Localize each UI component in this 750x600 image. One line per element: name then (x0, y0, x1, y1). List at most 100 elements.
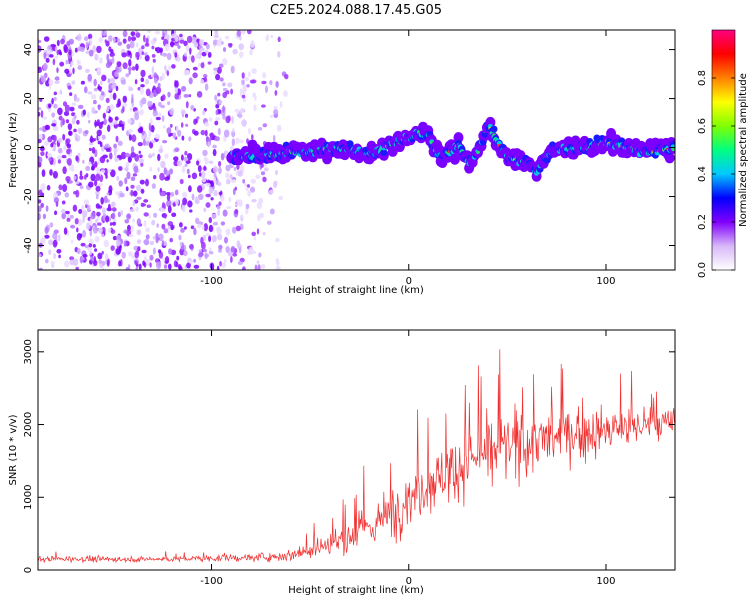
noise-speckle (62, 184, 68, 192)
noise-speckle (275, 265, 281, 270)
noise-speckle (169, 123, 173, 128)
noise-speckle (174, 93, 179, 100)
noise-speckle (60, 38, 65, 45)
noise-speckle (163, 264, 168, 269)
noise-speckle (196, 160, 200, 166)
noise-speckle (262, 123, 268, 128)
noise-speckle (164, 213, 167, 219)
noise-speckle (224, 236, 228, 244)
noise-speckle (126, 213, 132, 220)
noise-speckle (277, 36, 281, 43)
noise-speckle (77, 65, 83, 71)
noise-speckle (251, 199, 257, 203)
noise-speckle (96, 129, 102, 137)
noise-speckle (212, 221, 219, 226)
noise-speckle (222, 87, 228, 92)
noise-speckle (224, 35, 230, 40)
noise-speckle (83, 36, 89, 42)
noise-speckle (178, 266, 183, 270)
noise-speckle (152, 247, 156, 255)
noise-speckle (181, 85, 187, 92)
noise-speckle (218, 248, 222, 253)
noise-speckle (65, 119, 70, 124)
noise-speckle (125, 186, 129, 192)
noise-speckle (41, 236, 46, 245)
noise-speckle (222, 105, 225, 113)
signal-blob (671, 147, 675, 152)
noise-speckle (105, 97, 110, 104)
noise-speckle (184, 150, 188, 156)
noise-speckle (52, 239, 58, 248)
noise-speckle (130, 224, 134, 233)
noise-speckle (73, 191, 78, 195)
top-y-axis-label: Frequency (Hz) (8, 112, 19, 188)
noise-speckle (76, 248, 81, 255)
noise-speckle (130, 189, 134, 197)
noise-speckle (164, 43, 170, 52)
noise-speckle (64, 104, 70, 113)
signal-blob (664, 152, 675, 164)
noise-speckle (77, 152, 81, 157)
noise-speckle (225, 164, 231, 172)
noise-speckle (99, 156, 106, 164)
noise-speckle (117, 98, 121, 106)
noise-speckle (50, 260, 55, 266)
noise-speckle (135, 30, 139, 34)
signal-blob (543, 156, 551, 164)
noise-speckle (51, 123, 57, 127)
noise-speckle (71, 102, 77, 106)
noise-speckle (174, 147, 180, 152)
noise-speckle (43, 140, 50, 147)
noise-speckle (107, 78, 111, 84)
noise-speckle (261, 104, 266, 108)
noise-speckle (54, 76, 60, 81)
noise-speckle (201, 51, 207, 57)
noise-speckle (153, 77, 158, 84)
noise-speckle (38, 111, 41, 117)
noise-speckle (100, 80, 103, 85)
noise-speckle (63, 227, 68, 235)
noise-speckle (245, 207, 249, 215)
noise-speckle (154, 30, 161, 35)
noise-speckle (202, 109, 206, 116)
noise-speckle (130, 146, 135, 154)
noise-speckle (116, 234, 122, 241)
noise-speckle (242, 84, 248, 92)
noise-speckle (38, 212, 41, 221)
noise-speckle (145, 78, 150, 85)
noise-speckle (183, 226, 187, 230)
noise-speckle (168, 65, 172, 71)
noise-speckle (159, 47, 164, 53)
noise-speckle (151, 152, 155, 157)
noise-speckle (89, 250, 92, 256)
noise-speckle (82, 254, 88, 258)
noise-speckle (134, 112, 140, 121)
x-tick-label: 100 (596, 276, 615, 287)
noise-speckle (101, 233, 105, 238)
noise-speckle (97, 140, 102, 145)
noise-speckle (237, 261, 243, 265)
noise-speckle (98, 227, 103, 234)
noise-speckle (273, 181, 278, 189)
noise-speckle (127, 156, 132, 163)
noise-speckle (195, 53, 201, 59)
noise-speckle (114, 116, 119, 121)
noise-speckle (222, 82, 226, 87)
noise-speckle (98, 36, 104, 43)
noise-speckle (91, 166, 95, 171)
noise-speckle (131, 102, 135, 108)
noise-speckle (141, 51, 145, 56)
noise-speckle (200, 129, 206, 136)
noise-speckle (216, 39, 222, 47)
noise-speckle (62, 166, 67, 175)
noise-speckle (91, 106, 96, 115)
noise-speckle (65, 176, 71, 182)
noise-speckle (115, 191, 120, 196)
noise-speckle (116, 175, 120, 181)
noise-speckle (95, 173, 101, 181)
noise-speckle (85, 68, 90, 73)
noise-speckle (67, 123, 73, 131)
noise-speckle (189, 244, 194, 250)
noise-speckle (258, 252, 262, 258)
noise-speckle (136, 239, 142, 245)
